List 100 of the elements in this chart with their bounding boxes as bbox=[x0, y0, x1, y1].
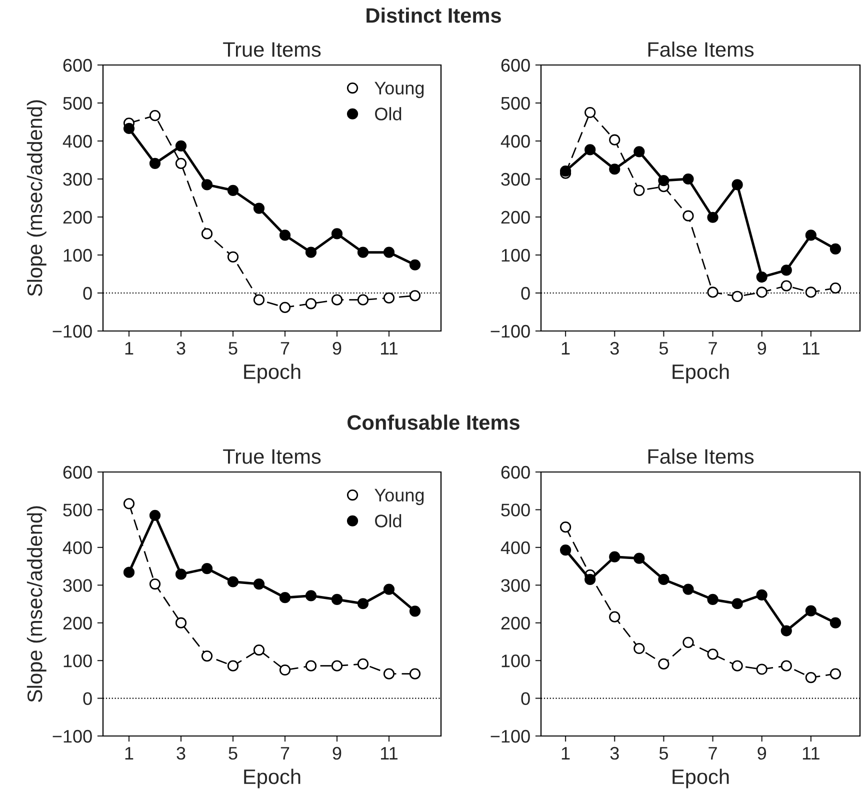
point bbox=[780, 660, 792, 672]
point bbox=[584, 144, 596, 156]
x-tick-label: 1 bbox=[125, 342, 134, 354]
point bbox=[658, 658, 670, 670]
y-tick-label: 200 bbox=[501, 616, 530, 630]
y-tick-label: 600 bbox=[63, 58, 92, 72]
point bbox=[707, 648, 718, 660]
point bbox=[560, 522, 572, 533]
x-tick-label: 3 bbox=[610, 342, 619, 355]
point bbox=[707, 212, 718, 223]
point bbox=[253, 202, 265, 214]
point bbox=[805, 230, 816, 241]
y-tick-label: 100 bbox=[502, 248, 530, 262]
point bbox=[584, 574, 596, 586]
point bbox=[123, 498, 135, 510]
point bbox=[331, 660, 343, 672]
legend-label: Young bbox=[374, 82, 424, 98]
y-tick-label: 500 bbox=[501, 504, 530, 516]
point bbox=[682, 584, 694, 595]
point bbox=[830, 668, 842, 680]
y-tick-label: 400 bbox=[500, 134, 530, 148]
point bbox=[383, 584, 395, 595]
point bbox=[780, 625, 792, 636]
legend-label: Young bbox=[374, 488, 424, 506]
y-tick-label: 500 bbox=[63, 504, 92, 516]
point bbox=[830, 282, 842, 294]
point bbox=[175, 158, 187, 169]
point bbox=[658, 574, 670, 586]
y-tick-label: 200 bbox=[63, 616, 92, 630]
point bbox=[123, 122, 135, 134]
point bbox=[357, 598, 369, 610]
x-axis-title: Epoch bbox=[672, 364, 729, 384]
y-tick-label: 300 bbox=[501, 579, 530, 592]
x-tick-label: 1 bbox=[562, 747, 570, 760]
y-tick-label: 400 bbox=[500, 541, 530, 554]
y-tick-label: 600 bbox=[501, 466, 530, 479]
point bbox=[149, 158, 161, 169]
point bbox=[279, 664, 291, 676]
point bbox=[227, 660, 239, 672]
point bbox=[357, 294, 369, 306]
point bbox=[331, 294, 343, 306]
point bbox=[149, 110, 161, 122]
point bbox=[756, 271, 768, 283]
point bbox=[331, 594, 343, 606]
point bbox=[805, 605, 816, 616]
x-tick-label: 9 bbox=[332, 746, 342, 760]
x-tick-label: 3 bbox=[610, 746, 619, 760]
point bbox=[732, 598, 743, 610]
text: Distinct Items bbox=[366, 8, 501, 23]
point bbox=[409, 290, 421, 302]
point bbox=[279, 230, 291, 241]
y-tick-label: 100 bbox=[502, 654, 530, 668]
x-tick-label: 11 bbox=[381, 342, 398, 354]
y-tick-label: 300 bbox=[63, 579, 92, 592]
x-tick-label: 1 bbox=[125, 747, 134, 760]
y-tick-label: 300 bbox=[63, 172, 92, 186]
point bbox=[682, 636, 694, 648]
y-tick-label: 200 bbox=[501, 210, 530, 224]
point bbox=[279, 592, 291, 604]
point bbox=[383, 292, 395, 304]
point bbox=[175, 140, 187, 152]
y-tick-label: 0 bbox=[83, 286, 92, 300]
x-tick-label: 7 bbox=[280, 342, 290, 354]
point bbox=[383, 246, 395, 258]
x-tick-label: 5 bbox=[228, 747, 238, 760]
point bbox=[305, 298, 317, 310]
x-tick-label: 7 bbox=[708, 747, 717, 760]
point bbox=[357, 658, 369, 670]
x-tick-label: 11 bbox=[802, 747, 820, 760]
point bbox=[409, 259, 421, 270]
legend-label: Old bbox=[375, 514, 402, 528]
x-tick-label: 1 bbox=[562, 342, 570, 354]
point bbox=[253, 294, 265, 306]
point bbox=[707, 594, 718, 606]
y-tick-label: 200 bbox=[63, 210, 92, 224]
point bbox=[305, 660, 317, 672]
point bbox=[780, 264, 792, 276]
x-tick-label: 5 bbox=[228, 342, 238, 355]
point bbox=[305, 590, 317, 602]
point bbox=[201, 179, 213, 190]
x-tick-label: 11 bbox=[802, 342, 820, 354]
y-tick-label: 100 bbox=[64, 654, 92, 668]
point bbox=[227, 184, 239, 196]
point bbox=[560, 165, 572, 177]
chart-title: True Items bbox=[223, 42, 321, 57]
point bbox=[830, 243, 842, 254]
x-axis-title: Epoch bbox=[244, 768, 300, 788]
point bbox=[279, 302, 291, 313]
x-tick-label: 7 bbox=[708, 342, 717, 354]
point bbox=[560, 544, 572, 556]
point bbox=[732, 290, 743, 302]
point bbox=[305, 246, 317, 258]
y-tick-label: 500 bbox=[63, 96, 92, 110]
y-tick-label: −100 bbox=[52, 324, 92, 338]
point bbox=[409, 606, 421, 617]
y-tick-label: −100 bbox=[52, 730, 92, 743]
x-tick-label: 7 bbox=[280, 747, 290, 760]
point bbox=[682, 173, 694, 185]
point bbox=[201, 228, 213, 240]
point bbox=[707, 286, 718, 298]
